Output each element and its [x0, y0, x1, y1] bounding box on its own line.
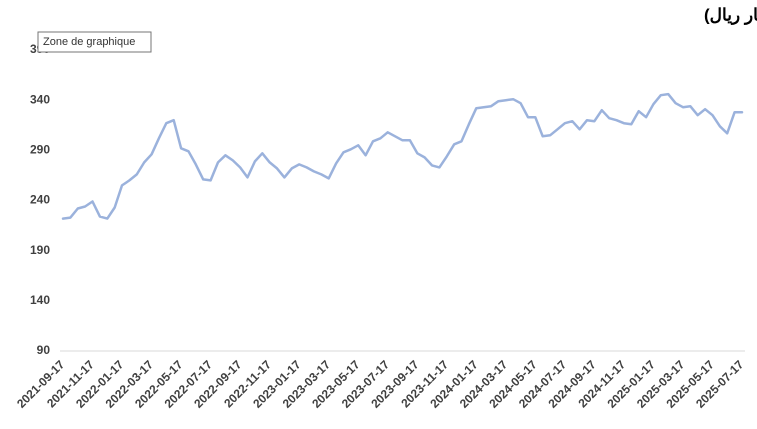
chart-title: تطور ملكية المستثمرين الأجانب غير المؤسس… — [704, 3, 757, 25]
tooltip-box — [37, 31, 152, 53]
data-line — [61, 92, 744, 220]
plot-area: 901401902402903403902021-09-172021-11-17… — [14, 42, 747, 411]
y-tick-label: 90 — [37, 343, 51, 357]
y-tick-label: 190 — [30, 243, 50, 257]
y-tick-label: 140 — [30, 293, 50, 307]
y-tick-label: 340 — [30, 92, 50, 106]
tooltip-text: Zone de graphique — [43, 36, 135, 48]
y-tick-label: 240 — [30, 193, 50, 207]
tooltip: Zone de graphique — [37, 31, 152, 53]
y-tick-label: 290 — [30, 143, 50, 157]
